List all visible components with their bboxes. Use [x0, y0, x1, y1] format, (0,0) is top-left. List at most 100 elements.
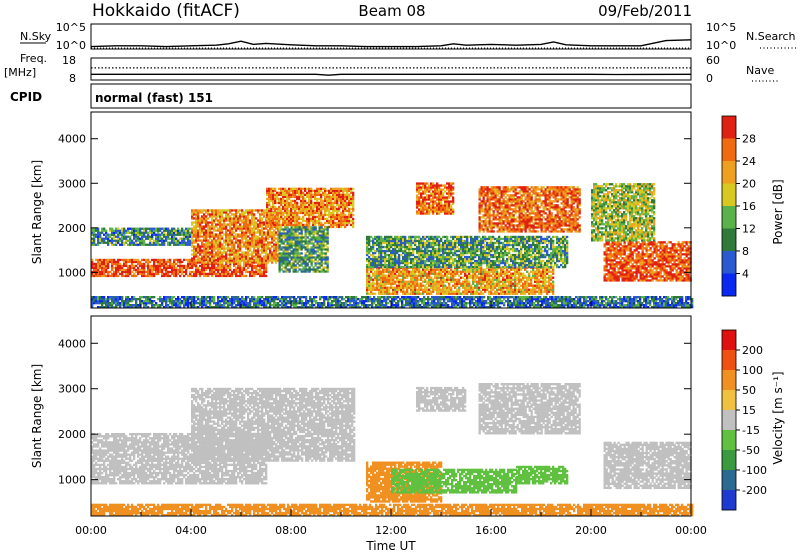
- power-cell: [298, 187, 301, 190]
- power-cell: [416, 282, 419, 285]
- power-cell: [159, 235, 162, 238]
- power-cell: [139, 260, 142, 264]
- power-cell: [223, 209, 226, 212]
- power-cell: [462, 257, 465, 261]
- power-cell: [316, 242, 319, 245]
- power-cell: [306, 191, 309, 194]
- power-cell: [195, 251, 198, 254]
- power-cell: [408, 243, 411, 247]
- power-cell: [472, 286, 475, 289]
- power-cell: [298, 244, 301, 247]
- power-cell: [294, 199, 297, 203]
- power-cell: [175, 268, 178, 272]
- power-cell: [398, 245, 401, 249]
- power-cell: [296, 242, 299, 245]
- power-cell: [438, 255, 441, 259]
- power-cell: [213, 249, 216, 252]
- power-cell: [308, 238, 311, 241]
- power-cell: [454, 253, 457, 257]
- power-cell: [115, 239, 118, 242]
- power-cell: [298, 209, 301, 213]
- power-cell: [320, 258, 323, 261]
- power-cell: [205, 258, 208, 262]
- power-cell: [217, 215, 220, 218]
- power-cell: [536, 274, 539, 277]
- power-cell: [149, 272, 152, 276]
- power-cell: [368, 237, 371, 241]
- power-cell: [274, 197, 277, 201]
- power-cell: [159, 258, 162, 262]
- power-cell: [121, 268, 124, 272]
- power-cell: [205, 261, 208, 264]
- power-cell: [247, 213, 250, 216]
- power-cell: [175, 274, 178, 278]
- power-cell: [288, 230, 291, 233]
- power-cell: [97, 272, 100, 276]
- power-cell: [217, 237, 220, 240]
- power-cell: [292, 270, 295, 273]
- power-cell: [382, 259, 385, 263]
- power-cell: [542, 286, 545, 289]
- power-cell: [219, 221, 222, 224]
- power-cell: [290, 236, 293, 239]
- power-cell: [117, 262, 120, 266]
- power-cell: [209, 270, 212, 274]
- power-cell: [211, 231, 214, 234]
- power-cell: [310, 199, 313, 203]
- power-cell: [466, 259, 469, 263]
- power-cell: [374, 249, 377, 253]
- power-cell: [406, 274, 409, 277]
- power-cell: [368, 259, 371, 263]
- power-cell: [404, 261, 407, 265]
- power-cell: [270, 217, 273, 221]
- power-cell: [430, 263, 433, 267]
- power-cell: [231, 231, 234, 234]
- power-cell: [239, 257, 242, 260]
- power-cell: [420, 253, 423, 257]
- power-cell: [288, 189, 291, 192]
- power-cell: [344, 213, 347, 217]
- power-cell: [308, 254, 311, 257]
- power-cell: [231, 253, 234, 256]
- power-cell: [171, 231, 174, 234]
- power-cell: [213, 219, 216, 222]
- power-cell: [286, 240, 289, 243]
- power-cell: [378, 290, 381, 293]
- power-cell: [342, 195, 345, 198]
- power-cell: [93, 231, 96, 234]
- power-cell: [548, 288, 551, 291]
- power-cell: [506, 276, 509, 279]
- power-cell: [376, 284, 379, 287]
- power-cell: [442, 263, 445, 267]
- freq-tick-bottom: 8: [69, 72, 76, 85]
- power-cell: [141, 241, 144, 244]
- power-cell: [173, 274, 176, 278]
- power-cell: [380, 257, 383, 261]
- power-cell: [290, 258, 293, 261]
- power-cell: [276, 195, 279, 198]
- power-cell: [366, 276, 369, 279]
- power-cell: [227, 217, 230, 220]
- power-cell: [215, 229, 218, 232]
- power-cell: [344, 221, 347, 225]
- power-cell: [524, 282, 527, 285]
- power-cell: [440, 245, 443, 249]
- power-cell: [324, 262, 327, 265]
- power-cell: [316, 209, 319, 213]
- power-cell: [257, 262, 260, 266]
- power-cell: [280, 236, 283, 239]
- power-cell: [227, 209, 230, 212]
- power-cell: [302, 246, 305, 249]
- power-cell: [316, 199, 319, 203]
- power-cell: [135, 241, 138, 244]
- power-cell: [310, 256, 313, 259]
- power-cell: [438, 239, 441, 243]
- freq-unit: [MHz]: [4, 66, 36, 79]
- power-cell: [263, 233, 266, 236]
- power-cell: [229, 261, 232, 264]
- power-cell: [167, 237, 170, 240]
- power-cell: [121, 239, 124, 242]
- power-cell: [278, 211, 281, 215]
- power-cell: [314, 228, 317, 231]
- power-cell: [330, 211, 333, 215]
